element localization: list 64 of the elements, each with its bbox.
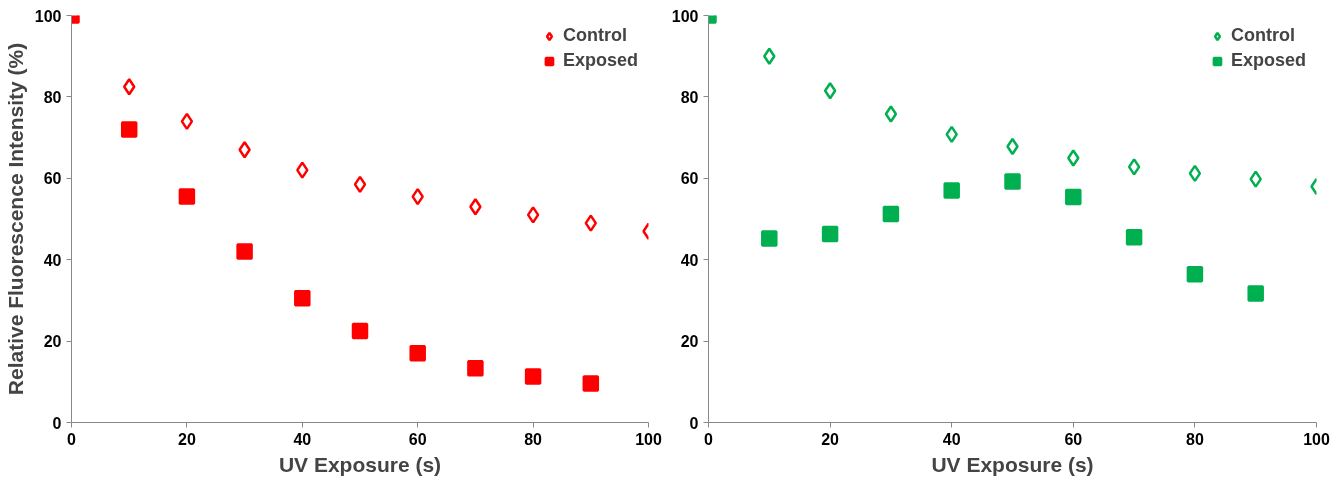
point <box>1249 170 1262 188</box>
y-tick-label: 80 <box>680 88 699 106</box>
x-tick-label: 40 <box>942 430 961 448</box>
x-axis-title: UV Exposure (s) <box>931 452 1094 476</box>
point <box>821 225 839 243</box>
x-tick-label: 20 <box>178 430 196 448</box>
point <box>238 141 251 159</box>
point <box>943 182 960 199</box>
x-tick-label: 80 <box>524 430 543 448</box>
point <box>353 175 367 194</box>
legend-label: Control <box>1230 25 1295 46</box>
point <box>1186 266 1204 283</box>
point <box>296 161 309 179</box>
x-tick-label: 0 <box>67 430 77 448</box>
point <box>409 345 426 362</box>
point <box>122 77 136 96</box>
x-tick-label: 20 <box>821 430 840 448</box>
point <box>1127 158 1141 176</box>
point <box>1004 173 1021 190</box>
y-tick-label: 20 <box>680 333 699 351</box>
y-axis-title: Relative Fluorescence Intensity (%) <box>3 42 27 396</box>
legend-label: Exposed <box>562 50 638 71</box>
legend-label: Control <box>562 25 627 46</box>
point <box>763 47 776 65</box>
y-tick-label: 60 <box>680 170 699 188</box>
point <box>823 82 837 100</box>
x-tick-label: 80 <box>1186 430 1204 448</box>
point <box>524 368 542 385</box>
legend-label: Exposed <box>1230 50 1306 71</box>
point <box>467 360 484 377</box>
point <box>1188 164 1202 183</box>
point <box>1065 188 1082 206</box>
y-tick-label: 0 <box>52 414 62 432</box>
y-tick-label: 80 <box>43 88 62 106</box>
x-tick-label: 100 <box>635 430 662 448</box>
point <box>1247 285 1264 302</box>
x-tick-label: 60 <box>408 430 427 448</box>
point <box>526 206 540 224</box>
point <box>294 290 311 307</box>
x-tick-label: 40 <box>293 430 312 448</box>
point <box>584 214 598 232</box>
y-tick-label: 40 <box>43 251 62 269</box>
point <box>1067 149 1080 167</box>
point <box>178 188 196 205</box>
point <box>1125 229 1143 246</box>
point <box>469 198 482 216</box>
point <box>120 121 138 138</box>
point <box>761 230 778 247</box>
x-tick-label: 60 <box>1064 430 1083 448</box>
y-tick-label: 40 <box>680 251 699 269</box>
y-tick-label: 0 <box>689 414 699 432</box>
point <box>882 205 900 223</box>
point <box>582 375 600 392</box>
point <box>180 112 194 131</box>
point <box>884 105 898 123</box>
y-tick-label: 100 <box>34 7 62 25</box>
point <box>236 243 253 260</box>
x-tick-label: 0 <box>704 430 714 448</box>
y-tick-label: 20 <box>43 333 62 351</box>
x-tick-label: 100 <box>1303 430 1330 448</box>
point <box>351 322 369 340</box>
y-tick-label: 60 <box>43 170 62 188</box>
y-tick-label: 100 <box>671 7 699 25</box>
x-axis-title: UV Exposure (s) <box>278 452 442 476</box>
